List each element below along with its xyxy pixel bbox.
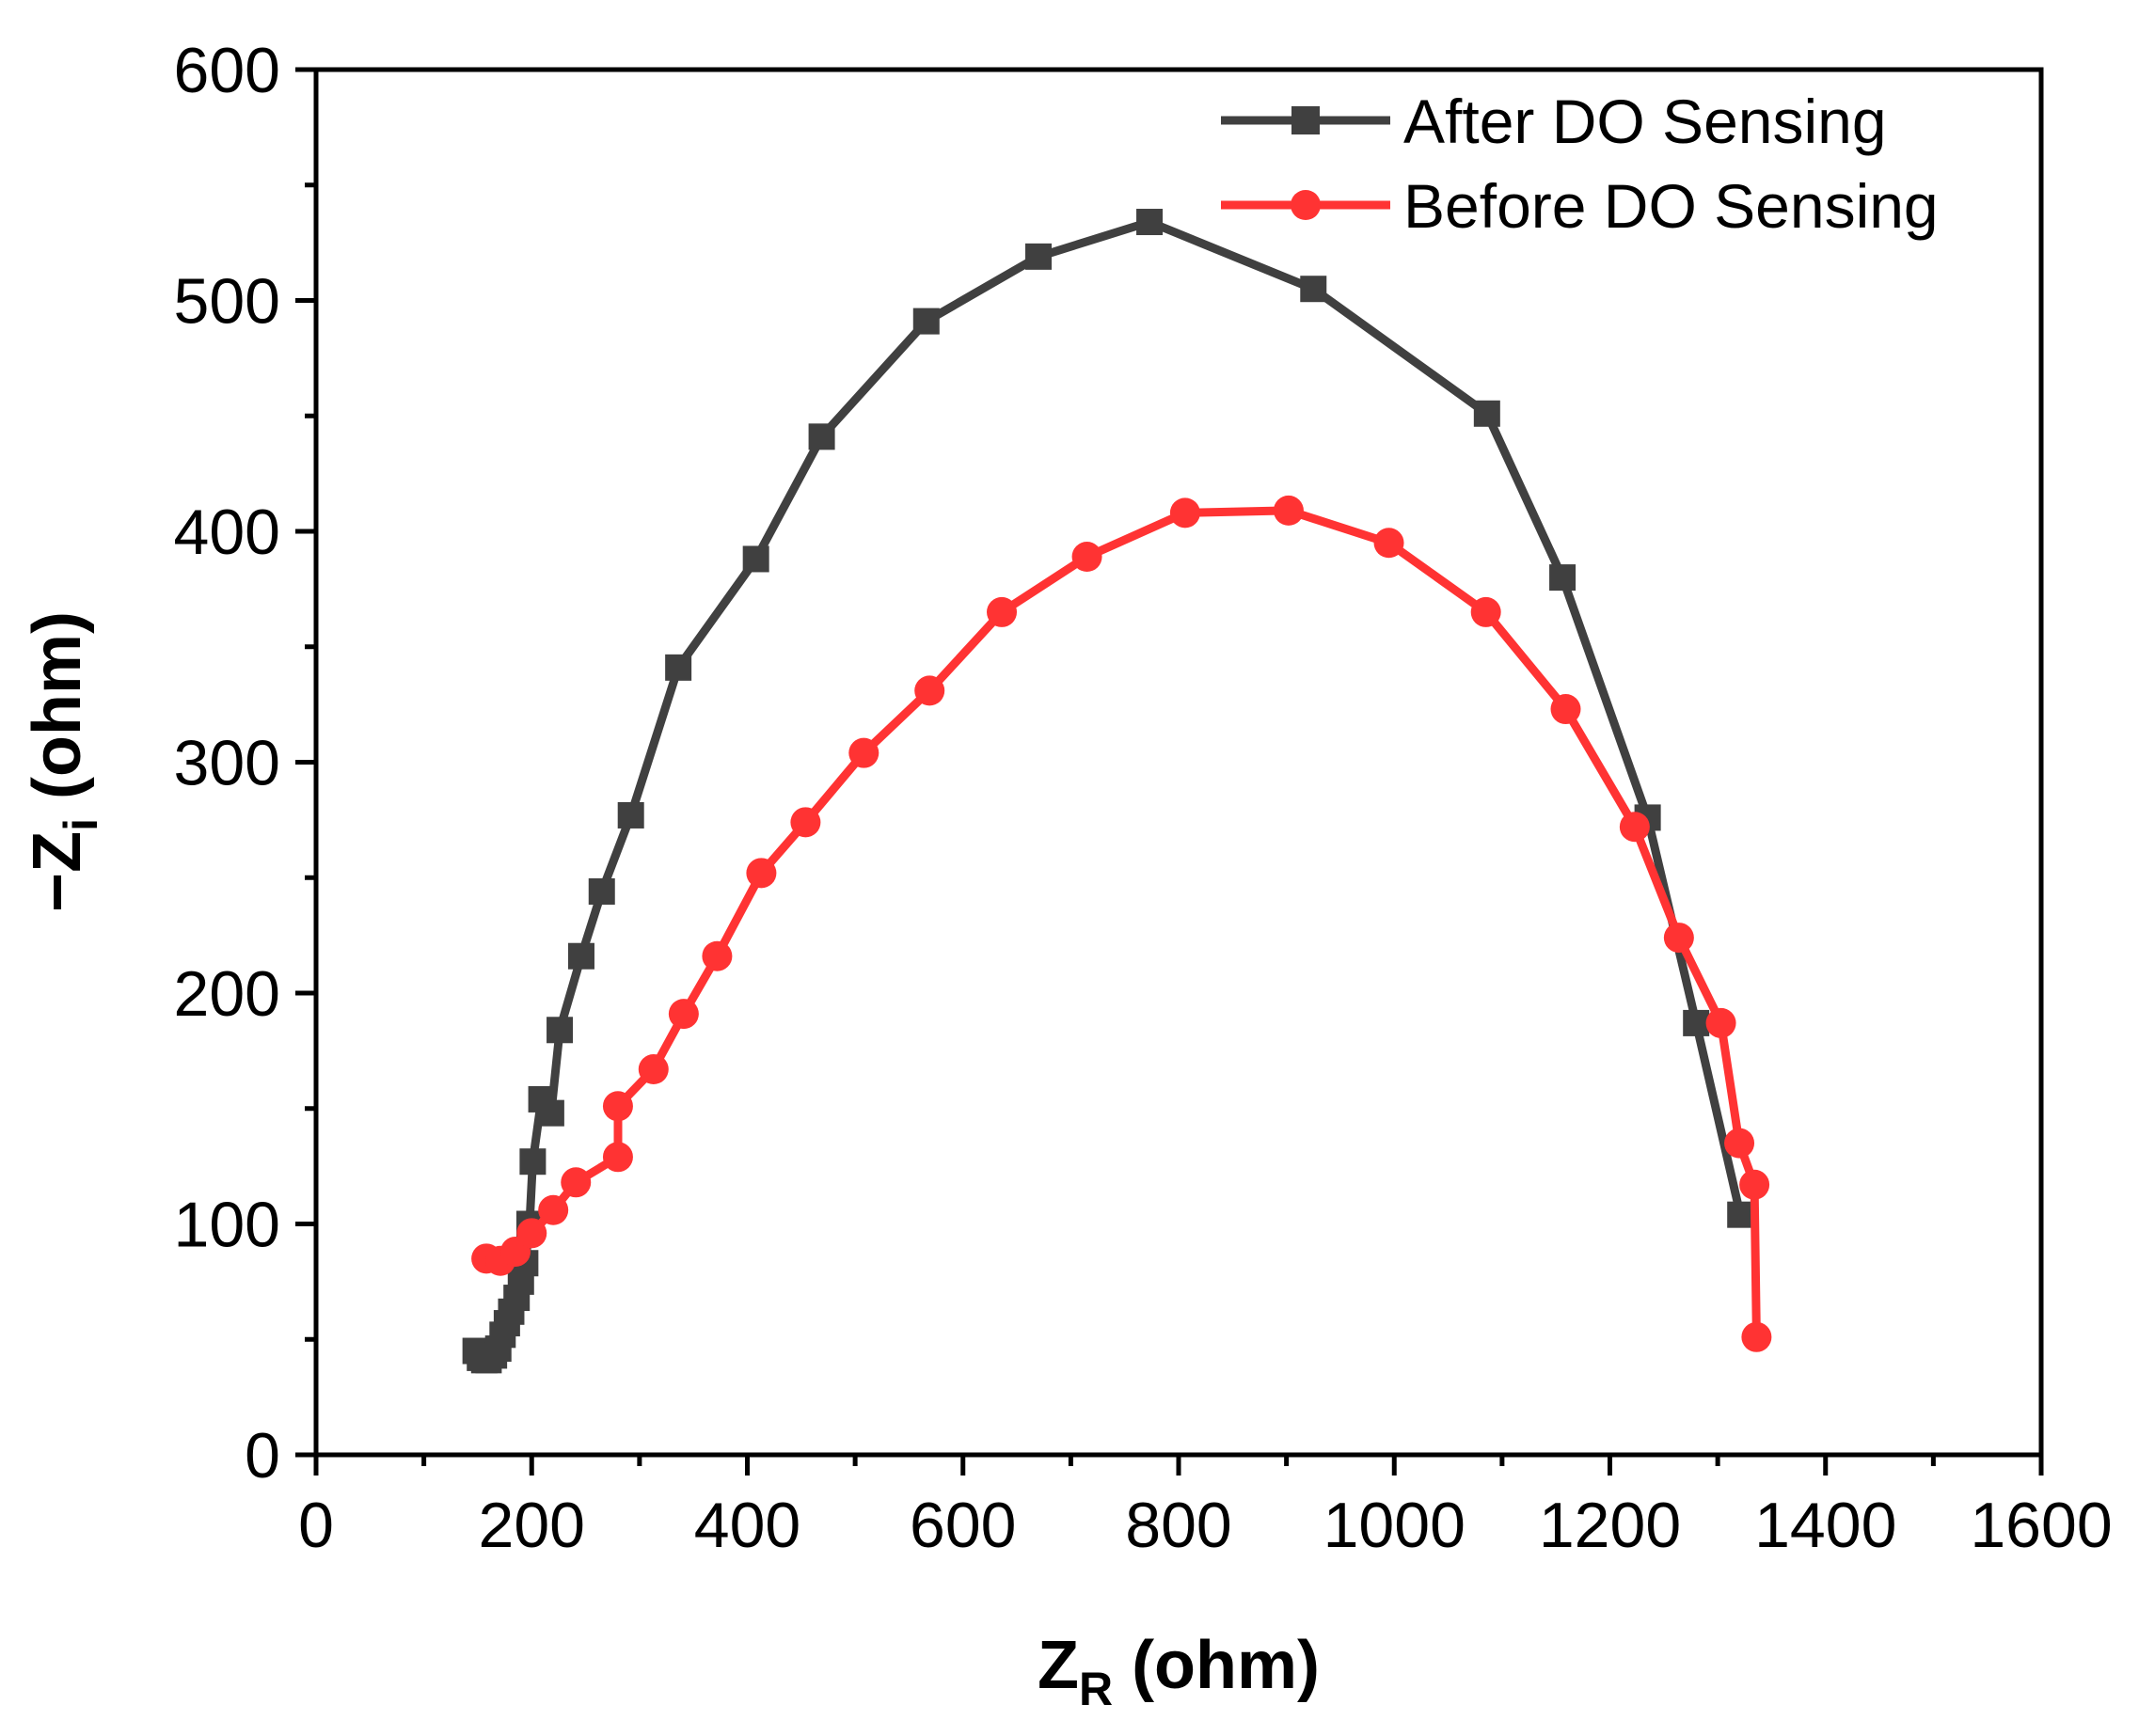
series-after (462, 209, 1754, 1374)
y-axis-title-subscript: i (55, 818, 107, 831)
y-tick-label: 200 (174, 958, 280, 1030)
y-tick-label: 0 (245, 1420, 280, 1491)
data-point (1071, 542, 1102, 573)
series-line (485, 506, 1761, 1337)
data-point (1741, 1321, 1772, 1352)
x-tick-label: 400 (694, 1490, 800, 1561)
data-point (638, 1054, 669, 1085)
data-point (914, 675, 945, 706)
legend-label-after: After DO Sensing (1403, 87, 1887, 156)
x-tick-label: 600 (910, 1490, 1016, 1561)
x-axis-title-main: Z (1038, 1628, 1079, 1703)
y-tick-label: 500 (174, 266, 280, 338)
data-point (547, 1017, 574, 1044)
data-point (790, 807, 821, 838)
x-tick-label: 0 (298, 1490, 334, 1561)
data-point (1136, 209, 1164, 236)
legend-item-before: Before DO Sensing (1221, 171, 1939, 241)
data-point (538, 1194, 569, 1225)
x-tick-label: 1200 (1539, 1490, 1681, 1561)
x-tick-label: 1400 (1754, 1490, 1896, 1561)
data-point (848, 737, 879, 768)
ticks-layer: 0 200 400 600 800 1000 1200 1400 1600 0 100 200 300 4… (174, 35, 2113, 1561)
data-point (1024, 243, 1052, 270)
data-point (1683, 1009, 1710, 1036)
data-point (1470, 596, 1501, 627)
data-point (1724, 1128, 1755, 1159)
data-point (702, 940, 733, 971)
data-point (561, 1167, 592, 1198)
y-axis-title-unit: (ohm) (20, 611, 95, 818)
data-point (668, 999, 699, 1030)
data-point (1300, 276, 1327, 303)
data-point (1169, 497, 1200, 529)
data-point (602, 1142, 633, 1173)
data-point (912, 308, 940, 335)
data-point (1273, 495, 1304, 526)
data-point (1663, 923, 1694, 954)
y-tick-label: 100 (174, 1190, 280, 1261)
data-point (1373, 528, 1404, 559)
legend-label-before: Before DO Sensing (1403, 171, 1939, 241)
data-point (588, 877, 615, 905)
data-point (1550, 694, 1581, 725)
data-point (617, 801, 644, 829)
data-point (567, 942, 594, 970)
series-line (471, 217, 1745, 1365)
legend-marker-after (1291, 106, 1320, 134)
data-point (1727, 1201, 1754, 1228)
y-tick-label: 600 (174, 35, 280, 106)
plot-frame (313, 67, 2044, 1458)
x-tick-label: 200 (479, 1490, 585, 1561)
data-point (602, 1091, 633, 1122)
data-point (1705, 1007, 1736, 1038)
data-point (516, 1218, 547, 1249)
data-point (519, 1148, 547, 1176)
data-point (742, 545, 769, 573)
series-layer (462, 209, 1772, 1374)
legend-item-after: After DO Sensing (1221, 87, 1887, 156)
data-point (746, 858, 777, 889)
x-tick-label: 1600 (1970, 1490, 2112, 1561)
series-before (471, 495, 1772, 1352)
y-tick-label: 300 (174, 728, 280, 799)
legend-marker-before (1291, 190, 1321, 220)
y-tick-label: 400 (174, 497, 280, 568)
y-axis-title: −Zi (ohm) (20, 611, 107, 912)
data-point (537, 1099, 564, 1127)
data-point (987, 596, 1018, 627)
legend: After DO Sensing Before DO Sensing (1221, 87, 1939, 241)
data-point (1473, 400, 1500, 427)
x-axis-title-unit: (ohm) (1113, 1628, 1320, 1703)
data-point (808, 423, 835, 450)
data-point (1739, 1169, 1770, 1200)
y-axis-title-main: −Z (20, 831, 95, 912)
x-tick-label: 800 (1125, 1490, 1231, 1561)
x-axis-title-subscript: R (1079, 1663, 1113, 1715)
data-point (1549, 564, 1577, 592)
data-point (1619, 812, 1650, 843)
x-axis-title: ZR (ohm) (1038, 1628, 1320, 1715)
x-tick-label: 1000 (1323, 1490, 1466, 1561)
data-point (665, 654, 692, 681)
